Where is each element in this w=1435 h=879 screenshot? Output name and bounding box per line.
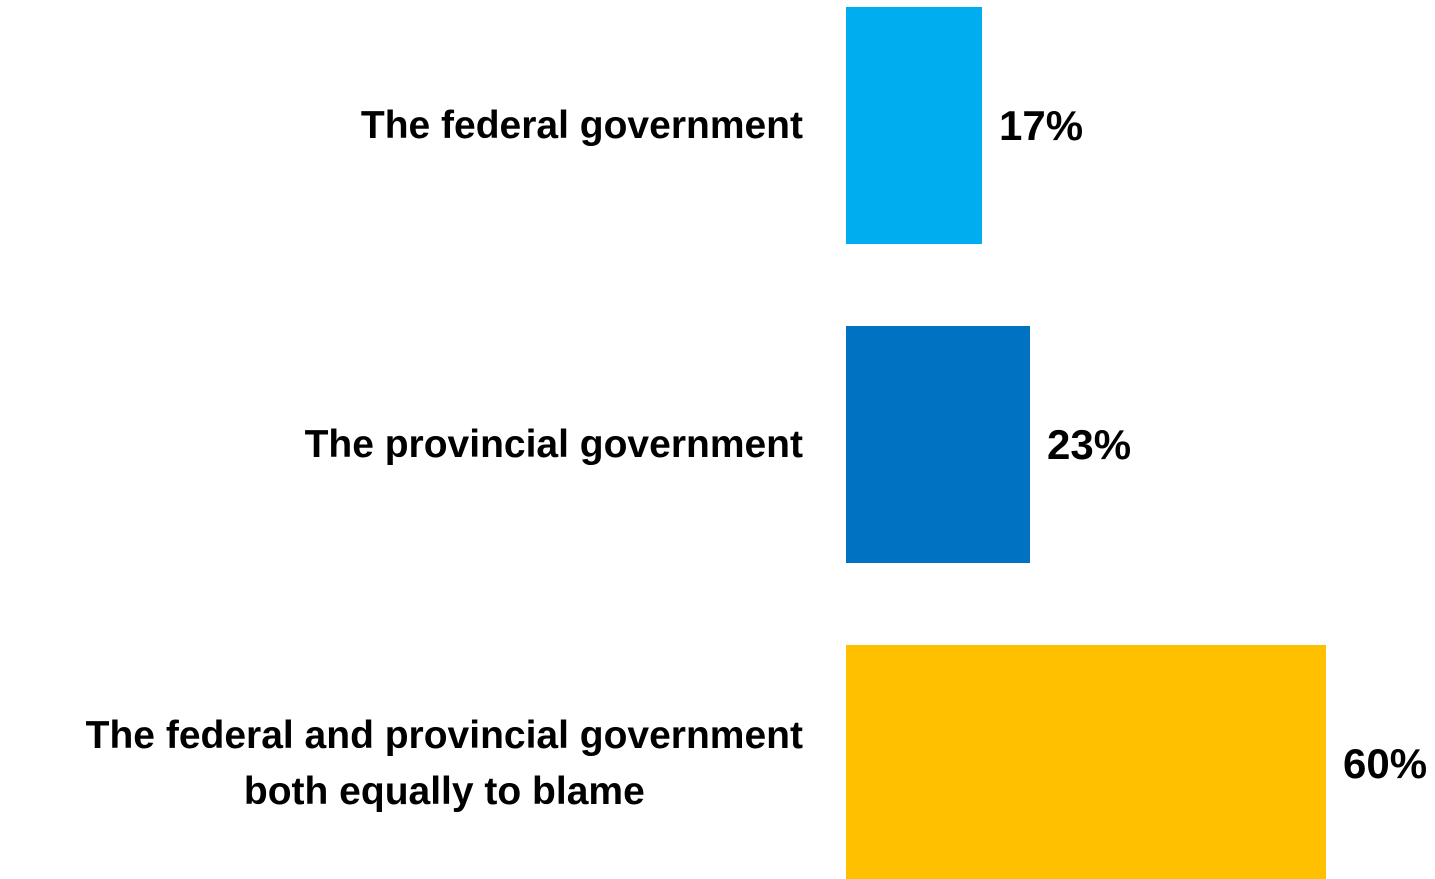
category-label-1-line-1: The federal government bbox=[361, 104, 803, 147]
value-label-1: 17% bbox=[999, 102, 1083, 149]
category-label-3-line-2: both equally to blame bbox=[244, 770, 645, 813]
category-labels-group: The federal government The provincial gov… bbox=[86, 104, 803, 813]
bar-2 bbox=[846, 326, 1030, 563]
value-label-2: 23% bbox=[1047, 421, 1131, 468]
category-label-3: The federal and provincial government bot… bbox=[86, 714, 803, 813]
value-label-3: 60% bbox=[1343, 740, 1427, 787]
value-labels-group: 17% 23% 60% bbox=[999, 102, 1427, 787]
category-label-1: The federal government bbox=[361, 104, 803, 147]
category-label-2-line-1: The provincial government bbox=[305, 423, 803, 466]
bar-3 bbox=[846, 645, 1326, 879]
bar-1 bbox=[846, 7, 982, 244]
category-label-2: The provincial government bbox=[305, 423, 803, 466]
category-label-3-line-1: The federal and provincial government bbox=[86, 714, 803, 757]
bars-group bbox=[846, 7, 1326, 879]
